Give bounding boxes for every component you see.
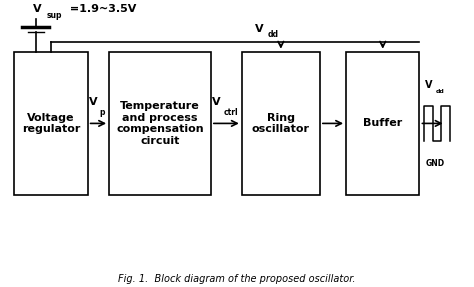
Bar (14, 52, 88, 195)
Text: ctrl: ctrl (223, 108, 238, 117)
Text: dd: dd (268, 30, 279, 39)
Text: sup: sup (46, 11, 62, 20)
Text: p: p (99, 108, 105, 117)
Text: V: V (255, 24, 264, 34)
Text: GND: GND (425, 159, 444, 168)
Bar (242, 52, 320, 195)
Text: Buffer: Buffer (363, 119, 402, 128)
Text: Temperature
and process
compensation
circuit: Temperature and process compensation cir… (116, 101, 204, 146)
Text: V: V (212, 97, 220, 107)
Text: Voltage
regulator: Voltage regulator (22, 113, 80, 134)
Text: V: V (425, 79, 433, 90)
Text: dd: dd (436, 89, 444, 94)
Text: V: V (33, 4, 42, 14)
Text: =1.9~3.5V: =1.9~3.5V (66, 4, 137, 14)
Text: Ring
oscillator: Ring oscillator (252, 113, 310, 134)
Text: V: V (89, 97, 97, 107)
Bar (109, 52, 211, 195)
Bar (346, 52, 419, 195)
Text: Fig. 1.  Block diagram of the proposed oscillator.: Fig. 1. Block diagram of the proposed os… (118, 274, 356, 284)
